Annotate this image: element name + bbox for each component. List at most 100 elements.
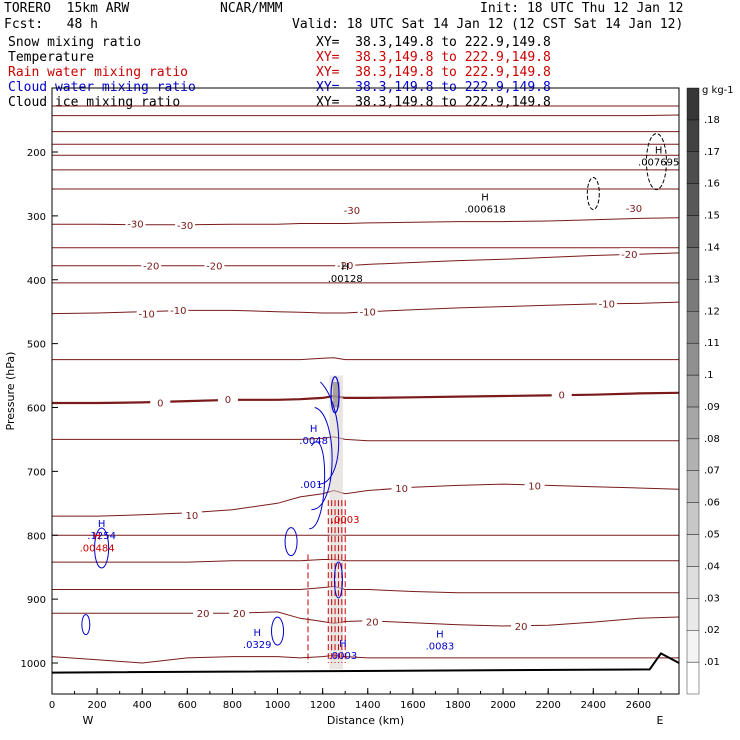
maximum-marker: H [253, 628, 261, 639]
isotherm-label: 0 [559, 391, 565, 402]
y-tick-label: 400 [27, 276, 46, 287]
isotherm-line [52, 217, 679, 226]
isotherm-label: -30 [127, 220, 143, 231]
y-tick-label: 1000 [21, 659, 46, 670]
x-tick-label: 2600 [626, 700, 651, 711]
forecast-hour: Fcst: 48 h [4, 17, 98, 32]
colorbar-segment [686, 342, 700, 376]
isotherm-label: -30 [344, 206, 360, 217]
maximum-value: .0083 [426, 641, 455, 652]
isotherm-label-bg [511, 619, 532, 631]
colorbar-tick-label: .13 [704, 274, 720, 285]
maximum-value: .0048 [299, 436, 328, 447]
cloud-water-contour [94, 527, 110, 569]
legend-name: Rain water mixing ratio [8, 65, 189, 80]
isotherm-label-bg [335, 259, 356, 271]
colorbar-segment [686, 438, 700, 471]
isotherm-label-bg [141, 259, 162, 271]
init-time: Init: 18 UTC Thu 12 Jan 12 [480, 1, 684, 16]
colorbar-segment [686, 502, 700, 535]
colorbar-segment [686, 470, 700, 503]
isotherm-label-bg [524, 479, 545, 491]
colorbar-segment [686, 374, 700, 408]
colorbar-tick-label: .11 [704, 338, 720, 349]
x-tick-label: 2000 [490, 700, 515, 711]
colorbar-segment [686, 119, 700, 152]
y-tick-label: 600 [27, 404, 46, 415]
y-tick-label: 700 [27, 467, 46, 478]
cloud-water-contour [81, 614, 91, 636]
isotherm-line [52, 436, 679, 442]
x-tick-label: 2400 [581, 700, 606, 711]
cloud-water-contour [308, 441, 326, 530]
isotherm-label-bg [175, 218, 196, 230]
cloud-water-contour [333, 561, 343, 599]
maximum-value: .007695 [638, 157, 679, 168]
colorbar-tick-label: .12 [704, 306, 720, 317]
x-tick-label: 1000 [265, 700, 290, 711]
isotherm-label-bg [596, 297, 617, 309]
isotherm-label-bg [619, 248, 640, 260]
colorbar-segment [686, 534, 700, 567]
colorbar-tick-label: .08 [704, 434, 720, 445]
colorbar-tick-label: .05 [704, 530, 720, 541]
isotherm-label-bg [229, 607, 250, 619]
isotherm-label-bg [125, 217, 146, 229]
colorbar-segment [686, 311, 700, 344]
colorbar-tick-label: .16 [704, 179, 720, 190]
colorbar-segment [686, 406, 700, 440]
colorbar-segment [686, 279, 700, 312]
isotherm-label-bg [391, 481, 412, 493]
maximum-value: .00128 [328, 274, 363, 285]
isotherm-line [52, 483, 679, 517]
y-tick-label: 800 [27, 531, 46, 542]
isotherm-label-bg [150, 396, 171, 408]
isotherm-label: 0 [157, 398, 163, 409]
x-axis-label: Distance (km) [327, 714, 404, 727]
isotherm-label: 10 [185, 511, 198, 522]
maximum-value: .0003 [331, 515, 360, 526]
cloud-water-contour [330, 376, 340, 414]
colorbar-segment [686, 598, 700, 631]
legend-name: Cloud water mixing ratio [8, 80, 196, 95]
plot-frame [51, 87, 680, 695]
isotherm-label: 20 [197, 609, 210, 620]
x-tick-label: 2200 [535, 700, 560, 711]
maximum-marker: H [93, 532, 101, 543]
cloud-water-contour [271, 616, 285, 646]
isotherm-label-bg [623, 202, 644, 214]
x-tick-label: 400 [133, 700, 152, 711]
maximum-marker: H [310, 424, 318, 435]
org-label: NCAR/MMM [220, 1, 283, 16]
colorbar-tick-label: .1 [704, 370, 714, 381]
colorbar-tick-label: .15 [704, 211, 720, 222]
x-tick-label: 1800 [445, 700, 470, 711]
x-tick-label: 800 [223, 700, 242, 711]
x-tick-label: 1200 [310, 700, 335, 711]
isotherm-label: -20 [621, 250, 637, 261]
isotherm-line [52, 114, 679, 117]
x-tick-label: 200 [88, 700, 107, 711]
isotherm-label-bg [204, 259, 225, 271]
colorbar-tick-label: .03 [704, 593, 720, 604]
colorbar-segment [686, 151, 700, 184]
isotherm-label: 10 [528, 481, 541, 492]
colorbar-tick-label: .02 [704, 625, 720, 636]
isotherm-label-bg [362, 615, 383, 627]
maximum-marker: H [436, 629, 444, 640]
colorbar-tick-label: .17 [704, 147, 720, 158]
west-label: W [83, 714, 94, 727]
isotherm-label-bg [357, 305, 378, 317]
x-tick-label: 600 [178, 700, 197, 711]
isotherm-label: -10 [360, 308, 376, 319]
isotherm-line [52, 559, 679, 563]
legend-xy: XY= 38.3,149.8 to 222.9,149.8 [316, 50, 551, 65]
model-title: TORERO 15km ARW [4, 1, 130, 16]
isotherm-line [52, 357, 679, 361]
maximum-marker: H [339, 639, 347, 650]
isotherm-label: 0 [225, 395, 231, 406]
snow-shading [329, 375, 343, 670]
isotherm-label: -10 [170, 306, 186, 317]
legend-xy: XY= 38.3,149.8 to 222.9,149.8 [316, 65, 551, 80]
legend-name: Temperature [8, 50, 95, 65]
